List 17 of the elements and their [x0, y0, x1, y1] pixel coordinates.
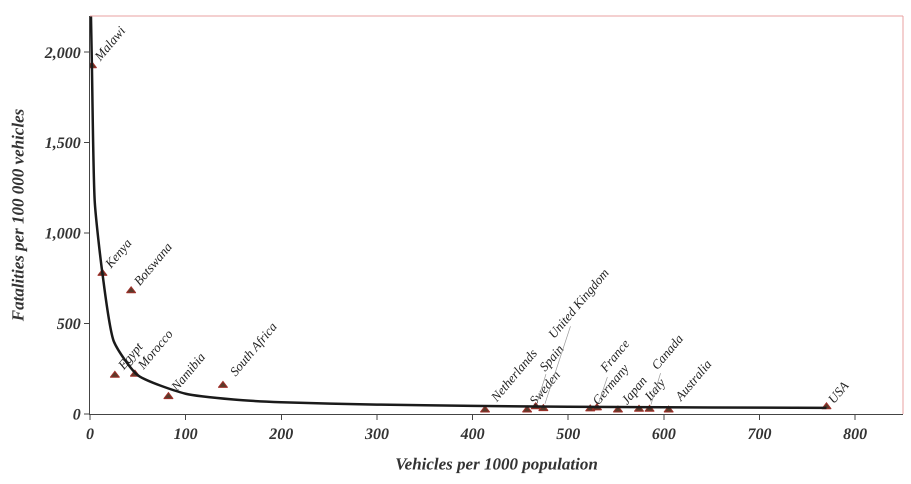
- x-tick-label: 0: [86, 426, 94, 444]
- x-tick-label: 200: [268, 426, 294, 444]
- x-tick-label: 400: [460, 426, 485, 444]
- y-tick-label: 1,000: [44, 226, 81, 243]
- y-axis-title: Fatalities per 100 000 vehicles: [8, 108, 28, 322]
- x-tick-label: 300: [364, 426, 389, 444]
- x-tick-label: 800: [843, 426, 868, 444]
- x-axis-title: Vehicles per 1000 population: [395, 454, 598, 474]
- x-tick-label: 100: [174, 426, 198, 444]
- x-tick-label: 500: [556, 426, 580, 444]
- x-tick-label: 600: [652, 426, 676, 444]
- x-tick-label: 700: [748, 426, 772, 444]
- y-tick-label: 1,500: [44, 135, 81, 152]
- y-tick-label: 0: [72, 406, 81, 424]
- y-tick-label: 500: [56, 316, 81, 334]
- y-tick-label: 2,000: [44, 44, 81, 62]
- annotation: USA: [824, 378, 852, 406]
